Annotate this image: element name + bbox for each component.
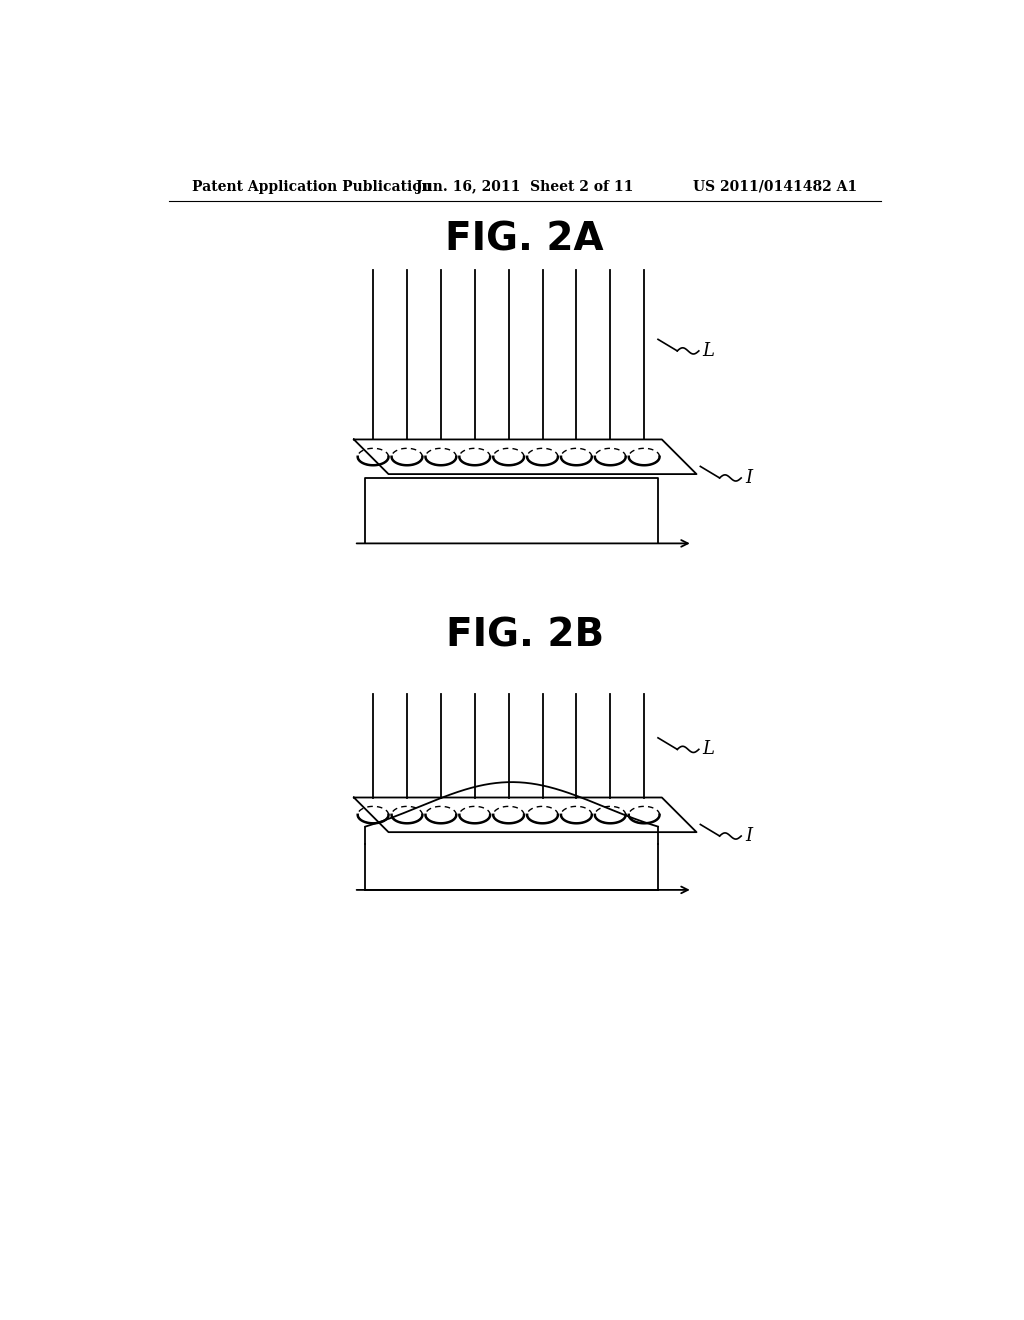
Text: I: I: [745, 828, 753, 845]
Text: L: L: [702, 342, 715, 360]
Text: FIG. 2B: FIG. 2B: [445, 616, 604, 655]
Text: Patent Application Publication: Patent Application Publication: [193, 180, 432, 194]
Text: FIG. 2A: FIG. 2A: [445, 220, 604, 259]
Text: L: L: [702, 741, 715, 759]
Text: I: I: [745, 469, 753, 487]
Text: US 2011/0141482 A1: US 2011/0141482 A1: [693, 180, 857, 194]
Text: Jun. 16, 2011  Sheet 2 of 11: Jun. 16, 2011 Sheet 2 of 11: [416, 180, 634, 194]
